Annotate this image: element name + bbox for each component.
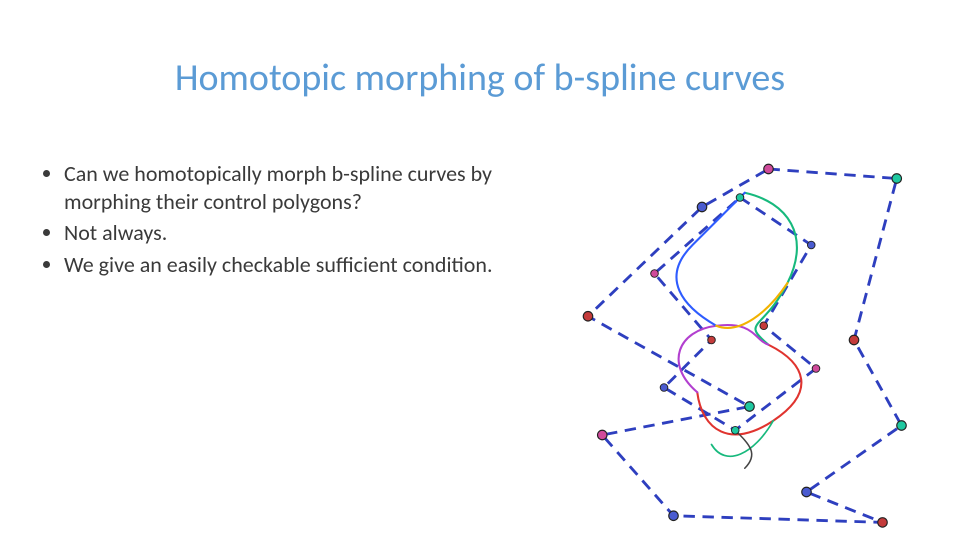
bspline-figure <box>550 150 930 530</box>
bspline-svg <box>550 150 930 530</box>
list-item: Not always. <box>64 219 508 247</box>
bullet-list: Can we homotopically morph b-spline curv… <box>38 160 508 278</box>
body-text: Can we homotopically morph b-spline curv… <box>38 160 508 282</box>
list-item: We give an easily checkable sufficient c… <box>64 251 508 279</box>
list-item: Can we homotopically morph b-spline curv… <box>64 160 508 215</box>
slide-title: Homotopic morphing of b-spline curves <box>0 55 960 101</box>
slide: Homotopic morphing of b-spline curves Ca… <box>0 0 960 540</box>
